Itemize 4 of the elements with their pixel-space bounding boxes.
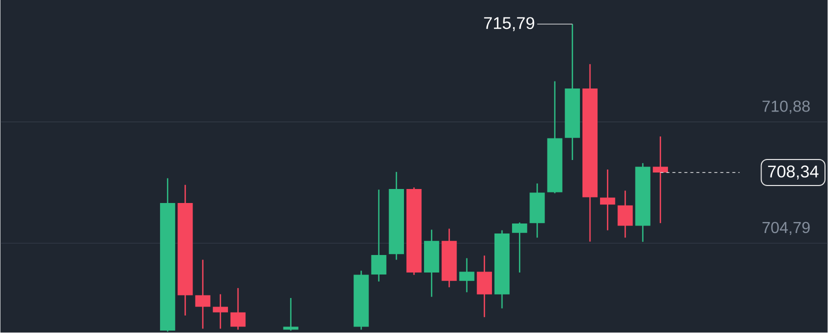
annotation: 715,79 <box>484 17 534 32</box>
y-tick-label: 704,79 <box>762 222 810 236</box>
ref-line-label: 708,34 <box>768 166 818 180</box>
y-tick-label: 710,88 <box>762 100 810 114</box>
